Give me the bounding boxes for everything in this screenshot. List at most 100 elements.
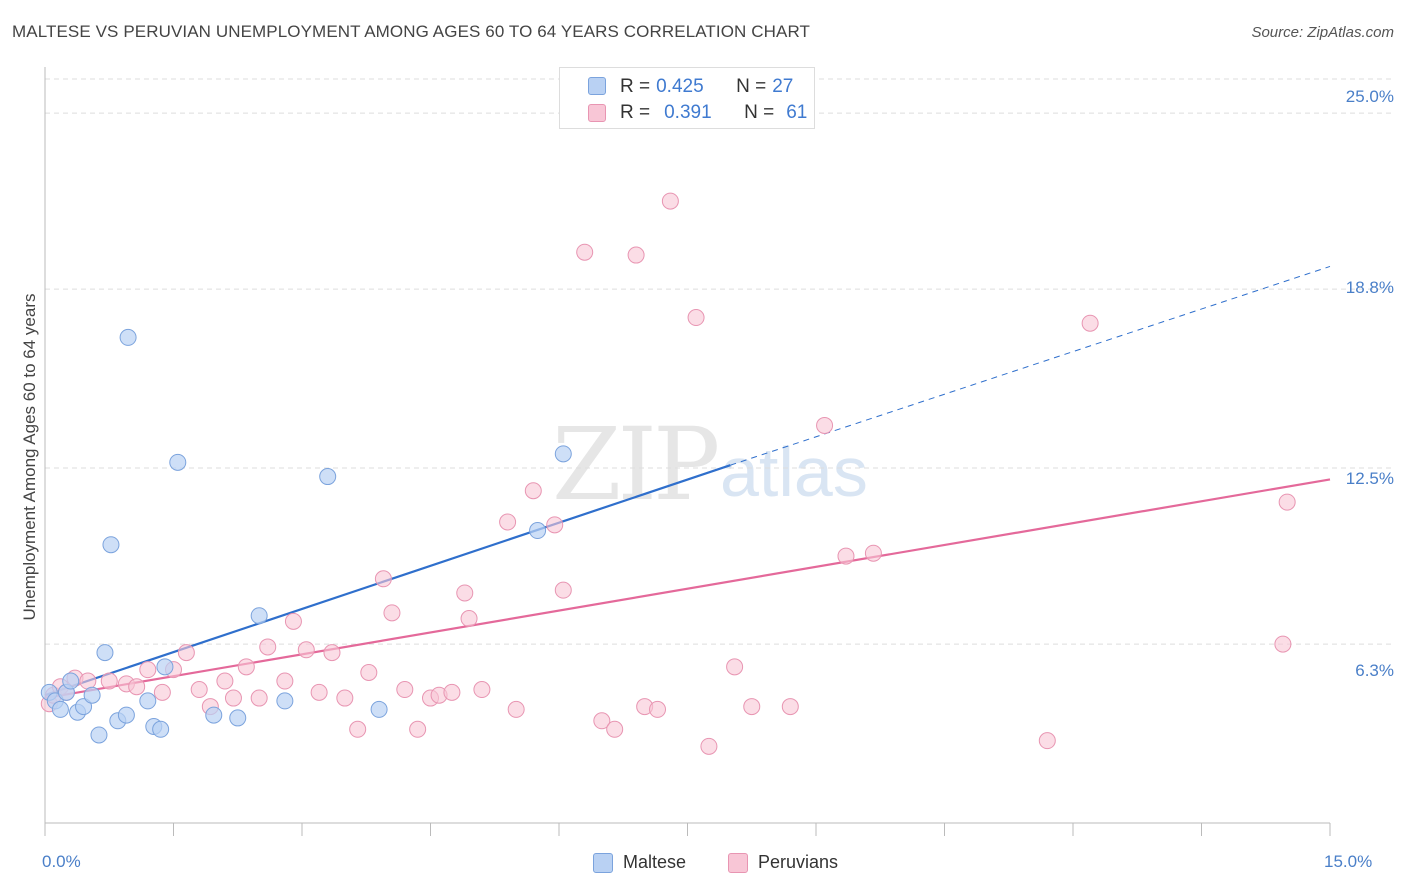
peruvian-point — [1278, 493, 1296, 511]
peruvian-point — [864, 544, 882, 562]
peruvian-swatch — [728, 852, 748, 873]
peruvian-point — [128, 678, 146, 696]
maltese-point — [96, 644, 114, 662]
peruvian-point — [190, 681, 208, 699]
peruvian-point — [456, 584, 474, 602]
peruvian-swatch — [588, 104, 606, 122]
legend-label-maltese: Maltese — [623, 852, 687, 872]
peruvian-point — [250, 689, 268, 707]
peruvian-point — [276, 672, 294, 690]
maltese-point — [229, 709, 247, 727]
maltese-point — [250, 607, 268, 625]
x-tick-label: 15.0% — [1324, 852, 1373, 871]
peruvian-point — [259, 638, 277, 656]
peruvian-point — [661, 192, 679, 210]
legend-item-maltese[interactable]: Maltese — [593, 852, 686, 873]
peruvian-point — [499, 513, 517, 531]
y-axis-label: Unemployment Among Ages 60 to 64 years — [20, 293, 39, 621]
x-tick-label: 0.0% — [42, 852, 81, 871]
chart-title: MALTESE VS PERUVIAN UNEMPLOYMENT AMONG A… — [12, 22, 810, 41]
maltese-point — [51, 700, 69, 718]
peruvian-point — [443, 683, 461, 701]
y-tick-label: 25.0% — [1345, 87, 1394, 106]
watermark-atlas: atlas — [720, 433, 868, 511]
r-value: 0.391 — [664, 102, 712, 123]
peruvian-point — [323, 644, 341, 662]
trend-lines — [44, 265, 1331, 700]
n-label: N = — [736, 76, 767, 97]
n-value: 61 — [786, 102, 808, 123]
maltese-point — [83, 686, 101, 704]
peruvian-point — [627, 246, 645, 264]
maltese-point — [370, 700, 388, 718]
peruvian-point — [460, 610, 478, 628]
peruvian-point — [409, 720, 427, 738]
r-label: R = — [620, 102, 651, 123]
legend-label-peruvians: Peruvians — [758, 852, 839, 872]
peruvian-point — [374, 570, 392, 588]
peruvian-point — [649, 700, 667, 718]
peruvian-point — [224, 689, 242, 707]
y-tick-label: 12.5% — [1345, 469, 1394, 488]
peruvian-point — [396, 681, 414, 699]
n-value: 27 — [772, 76, 794, 97]
peruvian-point — [1038, 732, 1056, 750]
r-value: 0.425 — [656, 76, 704, 97]
maltese-point — [205, 706, 223, 724]
peruvian-point — [177, 644, 195, 662]
peruvian-points — [40, 192, 1296, 755]
peruvian-point — [284, 612, 302, 630]
peruvian-point — [781, 698, 799, 716]
maltese-point — [62, 672, 80, 690]
peruvian-point — [593, 712, 611, 730]
maltese-point — [156, 658, 174, 676]
peruvian-point — [837, 547, 855, 565]
peruvian-point — [700, 737, 718, 755]
legend-item-peruvians[interactable]: Peruvians — [728, 852, 838, 873]
legend-row-maltese: R = 0.425 N = 27 — [620, 75, 793, 99]
maltese-trend-extension — [730, 265, 1331, 466]
peruvian-point — [100, 672, 118, 690]
peruvian-point — [546, 516, 564, 534]
maltese-point — [319, 468, 337, 486]
peruvian-point — [507, 700, 525, 718]
peruvian-point — [524, 482, 542, 500]
peruvian-point — [383, 604, 401, 622]
peruvian-point — [473, 681, 491, 699]
peruvian-point — [726, 658, 744, 676]
peruvian-point — [816, 416, 834, 434]
peruvian-point — [237, 658, 255, 676]
maltese-point — [117, 706, 135, 724]
grid-lines — [45, 78, 1394, 645]
peruvian-point — [576, 243, 594, 261]
peruvian-point — [153, 683, 171, 701]
maltese-point — [75, 698, 93, 716]
maltese-point — [90, 726, 108, 744]
correlation-legend: R = 0.425 N = 27 R = 0.391 N = 61 — [559, 67, 815, 129]
maltese-swatch — [588, 77, 606, 95]
source-label: Source: ZipAtlas.com — [1251, 24, 1394, 41]
maltese-point — [102, 536, 120, 554]
peruvian-point — [687, 309, 705, 327]
peruvian-point — [297, 641, 315, 659]
maltese-swatch — [593, 852, 613, 873]
maltese-point — [529, 522, 547, 540]
peruvian-point — [216, 672, 234, 690]
peruvian-point — [1081, 314, 1099, 332]
maltese-point — [152, 720, 170, 738]
peruvian-point — [554, 581, 572, 599]
maltese-point — [276, 692, 294, 710]
peruvian-point — [336, 689, 354, 707]
peruvian-point — [310, 683, 328, 701]
legend-row-peruvians: R = 0.391 N = 61 — [620, 101, 807, 125]
peruvian-point — [606, 720, 624, 738]
maltese-point — [139, 692, 157, 710]
maltese-point — [169, 453, 187, 471]
peruvian-point — [139, 661, 157, 679]
y-tick-label: 18.8% — [1345, 278, 1394, 297]
peruvian-point — [349, 720, 367, 738]
maltese-point — [554, 445, 572, 463]
maltese-points — [40, 328, 572, 744]
peruvian-point — [743, 698, 761, 716]
